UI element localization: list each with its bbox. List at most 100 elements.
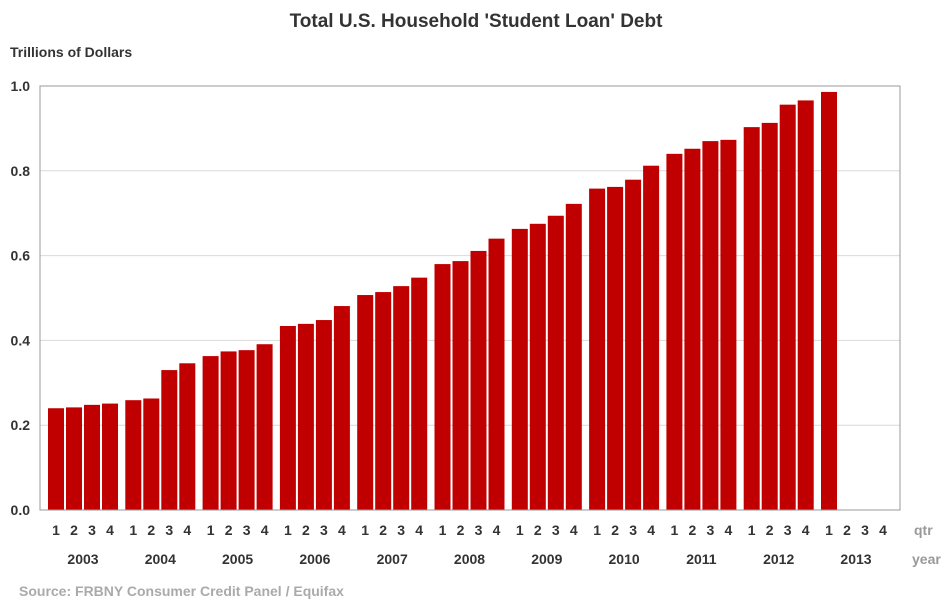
bar-2008-q2 bbox=[452, 261, 469, 510]
quarter-tick: 3 bbox=[629, 522, 637, 538]
quarter-tick: 3 bbox=[707, 522, 715, 538]
bar-2013-q1 bbox=[821, 91, 837, 510]
bar-2004-q4 bbox=[179, 363, 196, 510]
bar-2006-q3 bbox=[315, 320, 332, 510]
bar-2003-q2 bbox=[66, 407, 82, 510]
bar-2006-q1 bbox=[279, 325, 296, 510]
bar-2012-q1 bbox=[743, 127, 760, 511]
quarter-tick: 4 bbox=[493, 522, 501, 538]
source-note: Source: FRBNY Consumer Credit Panel / Eq… bbox=[19, 583, 344, 599]
quarter-tick: 3 bbox=[243, 522, 251, 538]
bar-2010-q3 bbox=[625, 179, 642, 511]
quarter-tick: 1 bbox=[361, 522, 369, 538]
bar-2003-q4 bbox=[102, 403, 118, 510]
bar-2011-q2 bbox=[684, 148, 701, 510]
bar-2011-q3 bbox=[702, 141, 719, 510]
bar-2011-q4 bbox=[720, 139, 737, 510]
year-tick-labels: 2003 2004 2005 2006 2007 2008 2009 2010 2011 2012… bbox=[67, 551, 871, 567]
year-tick: 2003 bbox=[67, 551, 98, 567]
bars bbox=[48, 91, 837, 511]
bar-2009-q3 bbox=[547, 215, 564, 510]
quarter-tick: 4 bbox=[338, 522, 346, 538]
quarter-tick: 1 bbox=[516, 522, 524, 538]
quarter-tick: 1 bbox=[825, 522, 833, 538]
bar-2012-q2 bbox=[761, 122, 778, 510]
bar-2008-q4 bbox=[488, 238, 505, 510]
quarter-tick: 4 bbox=[106, 522, 114, 538]
year-row-label: year bbox=[912, 551, 941, 567]
quarter-tick: 2 bbox=[689, 522, 697, 538]
bar-2004-q1 bbox=[125, 400, 142, 510]
bar-2005-q3 bbox=[238, 350, 255, 510]
bar-2006-q4 bbox=[333, 306, 350, 510]
bar-2009-q1 bbox=[511, 228, 528, 510]
quarter-tick: 2 bbox=[225, 522, 233, 538]
bar-2010-q4 bbox=[643, 165, 660, 510]
quarter-tick: 3 bbox=[320, 522, 328, 538]
year-tick: 2007 bbox=[377, 551, 408, 567]
quarter-tick: 1 bbox=[748, 522, 756, 538]
year-tick: 2008 bbox=[454, 551, 485, 567]
y-tick-label: 0.0 bbox=[11, 502, 31, 518]
quarter-tick: 1 bbox=[593, 522, 601, 538]
bar-2005-q2 bbox=[220, 351, 237, 510]
bar-2009-q2 bbox=[529, 223, 546, 511]
quarter-tick: 1 bbox=[52, 522, 60, 538]
quarter-tick: 3 bbox=[88, 522, 96, 538]
bar-2012-q3 bbox=[779, 104, 796, 510]
quarter-tick: 1 bbox=[207, 522, 215, 538]
quarter-tick: 2 bbox=[766, 522, 774, 538]
quarter-tick: 4 bbox=[879, 522, 887, 538]
bar-2007-q1 bbox=[357, 295, 374, 510]
quarter-tick: 1 bbox=[439, 522, 447, 538]
quarter-tick: 3 bbox=[165, 522, 173, 538]
y-tick-label: 1.0 bbox=[11, 78, 31, 94]
y-axis-label: Trillions of Dollars bbox=[10, 44, 132, 60]
bar-2005-q1 bbox=[202, 356, 219, 510]
quarter-tick: 4 bbox=[647, 522, 655, 538]
chart-title: Total U.S. Household 'Student Loan' Debt bbox=[290, 11, 664, 32]
quarter-tick: 1 bbox=[284, 522, 292, 538]
bar-2007-q2 bbox=[375, 292, 392, 510]
quarter-tick: 2 bbox=[379, 522, 387, 538]
bar-2006-q2 bbox=[297, 323, 314, 510]
quarter-tick: 1 bbox=[129, 522, 137, 538]
quarter-tick: 4 bbox=[725, 522, 733, 538]
bar-2003-q1 bbox=[48, 408, 64, 510]
quarter-tick: 4 bbox=[183, 522, 191, 538]
year-tick: 2005 bbox=[222, 551, 253, 567]
bar-2010-q2 bbox=[607, 186, 624, 511]
quarter-tick: 3 bbox=[475, 522, 483, 538]
quarter-row-label: qtr bbox=[914, 522, 933, 538]
quarter-tick: 2 bbox=[457, 522, 465, 538]
y-axis-ticks: 0.0 0.2 0.4 0.6 0.8 1.0 bbox=[11, 78, 31, 518]
quarter-tick: 3 bbox=[861, 522, 869, 538]
year-tick: 2006 bbox=[299, 551, 330, 567]
year-tick: 2004 bbox=[145, 551, 176, 567]
quarter-tick: 4 bbox=[261, 522, 269, 538]
quarter-tick: 3 bbox=[784, 522, 792, 538]
quarter-tick: 4 bbox=[802, 522, 810, 538]
quarter-tick: 4 bbox=[415, 522, 423, 538]
bar-2007-q3 bbox=[393, 286, 410, 510]
bar-2011-q1 bbox=[666, 153, 683, 510]
bar-2008-q1 bbox=[434, 264, 451, 510]
bar-2005-q4 bbox=[256, 344, 273, 510]
year-tick: 2009 bbox=[531, 551, 562, 567]
year-tick: 2013 bbox=[840, 551, 871, 567]
quarter-tick: 2 bbox=[611, 522, 619, 538]
quarter-tick: 3 bbox=[552, 522, 560, 538]
quarter-tick: 2 bbox=[843, 522, 851, 538]
year-tick: 2010 bbox=[609, 551, 640, 567]
y-tick-label: 0.4 bbox=[11, 332, 31, 348]
bar-2003-q3 bbox=[84, 404, 100, 510]
y-tick-label: 0.8 bbox=[11, 163, 31, 179]
quarter-tick: 2 bbox=[147, 522, 155, 538]
quarter-tick: 2 bbox=[302, 522, 310, 538]
bar-2010-q1 bbox=[589, 188, 606, 510]
bar-2007-q4 bbox=[411, 277, 428, 510]
year-tick: 2011 bbox=[686, 551, 717, 567]
bar-2009-q4 bbox=[565, 203, 582, 510]
